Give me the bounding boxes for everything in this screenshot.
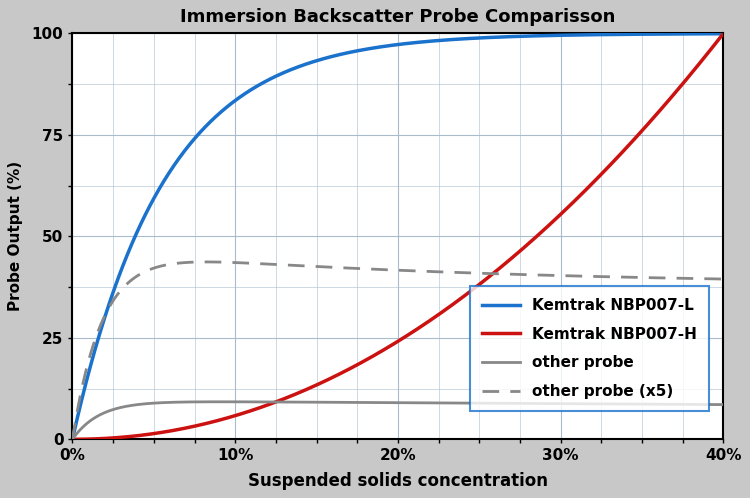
X-axis label: Suspended solids concentration: Suspended solids concentration <box>248 472 548 490</box>
Title: Immersion Backscatter Probe Comparisson: Immersion Backscatter Probe Comparisson <box>180 8 616 26</box>
Legend: Kemtrak NBP007-L, Kemtrak NBP007-H, other probe, other probe (x5): Kemtrak NBP007-L, Kemtrak NBP007-H, othe… <box>470 286 710 411</box>
Y-axis label: Probe Output (%): Probe Output (%) <box>8 161 23 311</box>
